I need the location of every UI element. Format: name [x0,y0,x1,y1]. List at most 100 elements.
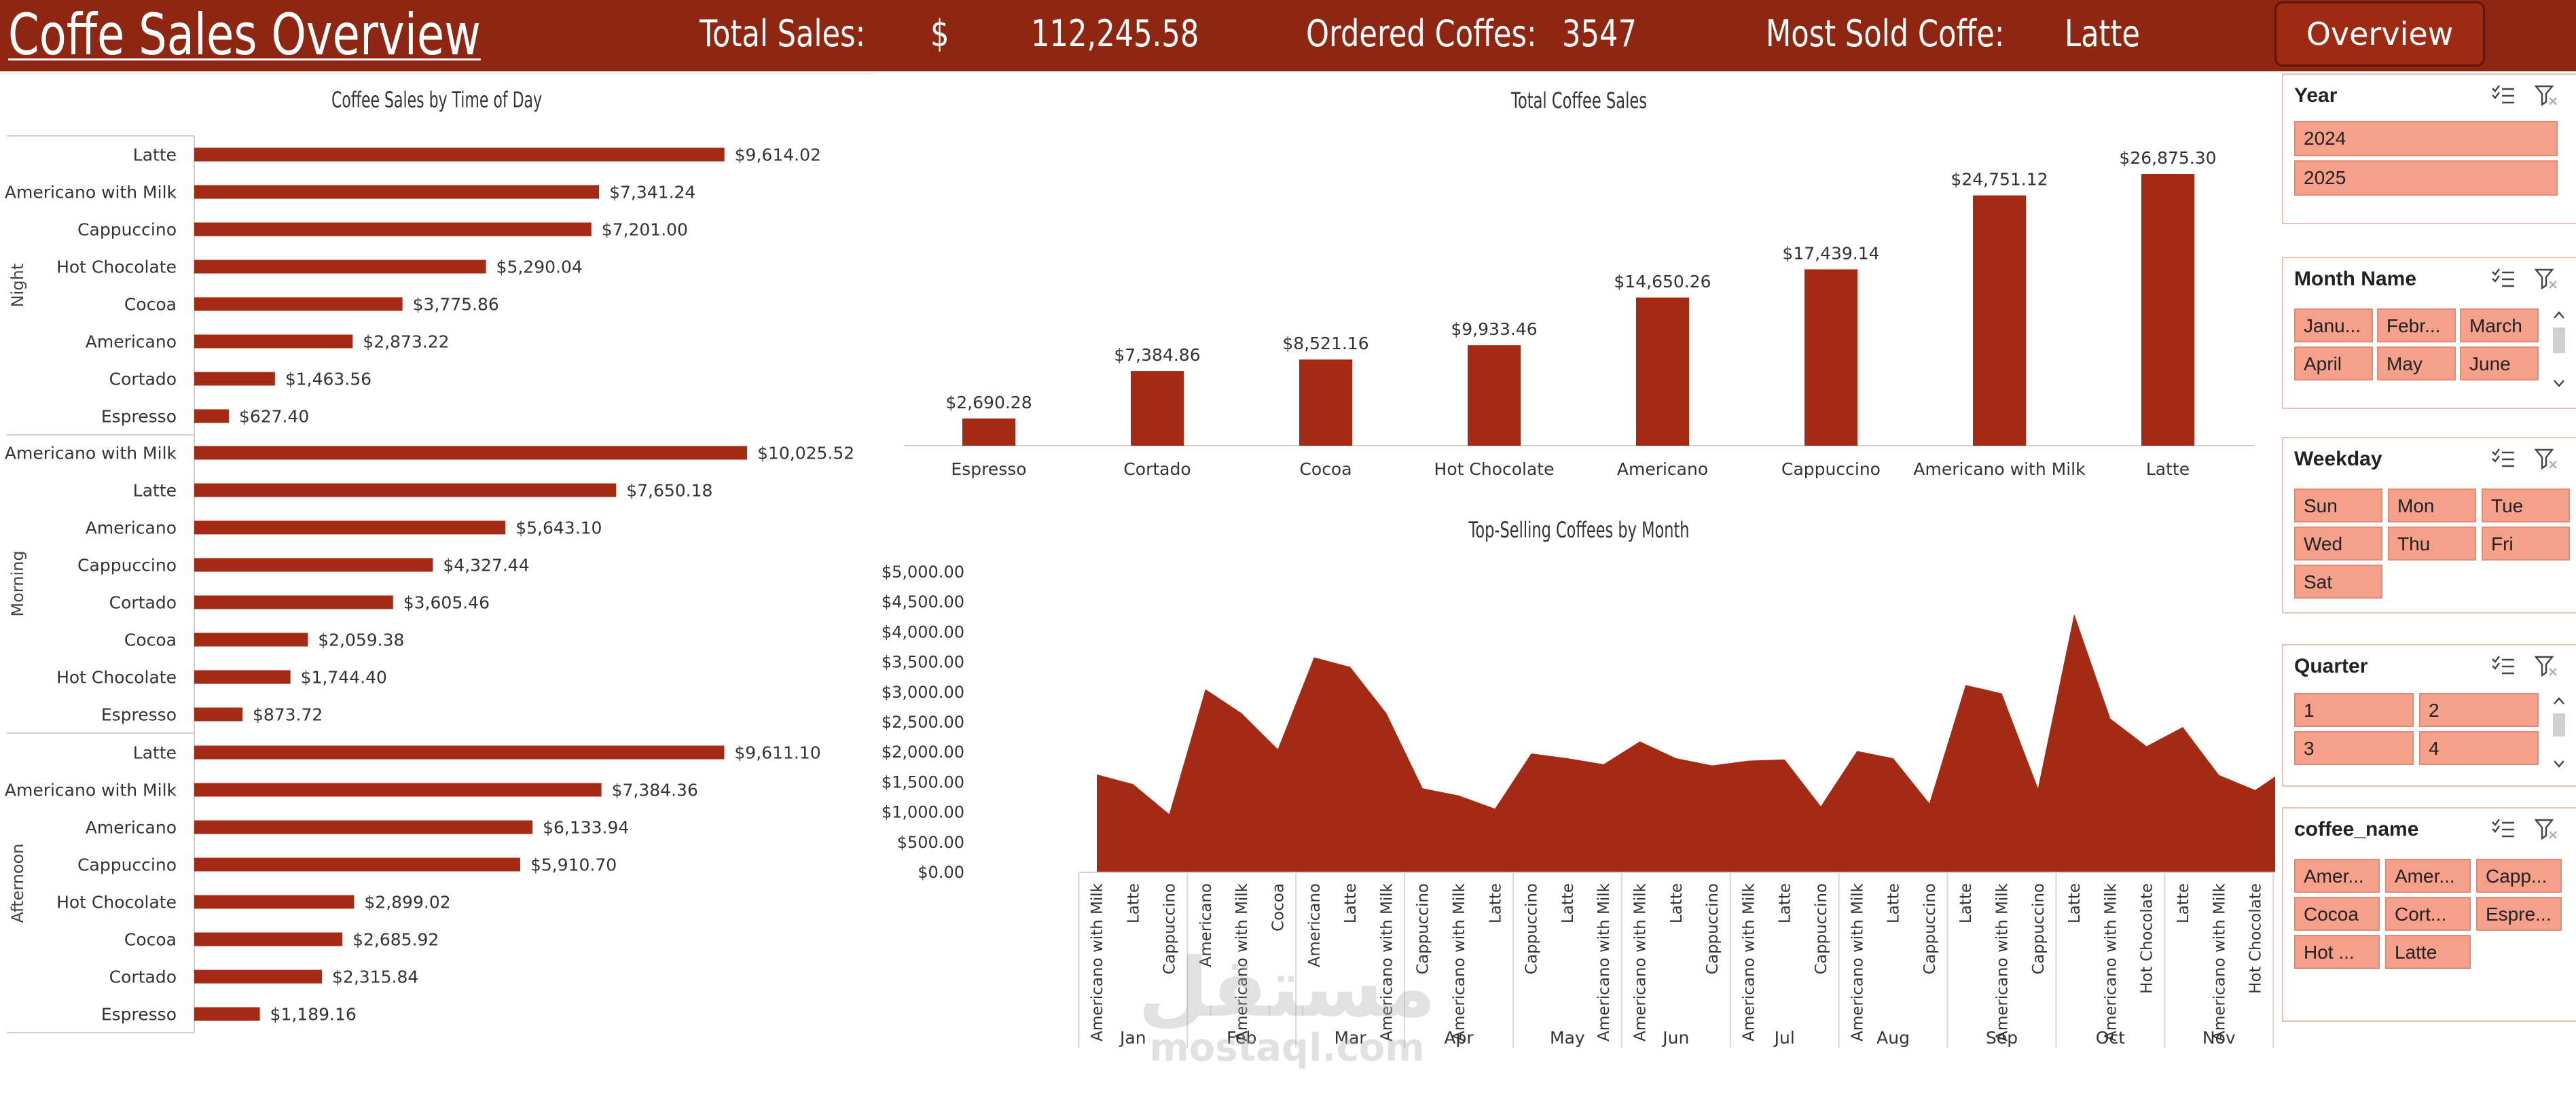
slicer-button[interactable]: Fri [2482,527,2570,561]
bar [194,334,353,349]
category-label: Cappuccino [1781,459,1881,479]
bar [194,409,229,423]
category-label: Latte [133,743,177,763]
category-label: Latte [133,481,177,501]
group-label: Night [8,264,27,307]
bar [194,147,725,162]
category-label: Americano with Milk [5,183,177,202]
category-label: Cappuccino [77,556,177,575]
clear-filter-icon[interactable] [2535,818,2559,840]
slicer-button[interactable]: 3 [2294,731,2414,765]
category-label: Cocoa [124,930,177,950]
category-label: Cappuccino [77,855,177,875]
bar [194,446,748,460]
month-label: Oct [2096,1028,2125,1048]
category-label: Cocoa [124,295,177,315]
category-label: Cocoa [124,630,177,650]
bar [194,185,600,199]
slicer-button[interactable]: Espre... [2476,897,2562,931]
bar [1468,345,1521,446]
slicer-button[interactable]: Cort... [2385,897,2471,931]
coffee-tick-label: Latte [1885,883,1903,923]
month-label: Nov [2202,1028,2236,1048]
quarter-scrollbar[interactable] [2550,693,2568,775]
y-tick-label: $0.00 [918,863,964,882]
category-label: Espresso [101,407,177,427]
most-sold-value: Latte [2065,12,2140,55]
slicer-button[interactable]: Sat [2294,565,2382,599]
slicer-button[interactable]: June [2460,346,2539,380]
multi-select-icon[interactable] [2491,818,2516,840]
slicer-button[interactable]: 1 [2294,693,2414,727]
slicer-button[interactable]: Janu... [2294,308,2373,342]
coffee-tick-label: Latte [1777,883,1794,923]
slicer-button[interactable]: 2025 [2294,160,2558,196]
coffee-tick-label: Cocoa [1270,883,1288,931]
slicer-button[interactable]: Capp... [2476,859,2562,893]
category-label: Cortado [109,967,177,987]
coffee-tick-label: Latte [1957,883,1975,923]
coffee-tick-label: Cappuccino [2030,883,2048,974]
slicer-button[interactable]: 4 [2419,731,2539,765]
bar [2141,174,2194,446]
slicer-button[interactable]: Sun [2294,488,2382,522]
slicer-button[interactable]: March [2460,308,2539,342]
month-scrollbar[interactable] [2550,307,2568,393]
y-tick-label: $500.00 [897,833,964,852]
slicer-button[interactable]: May [2377,346,2456,380]
slicer-button[interactable]: Wed [2294,527,2382,561]
category-label: Latte [2146,459,2190,479]
clear-filter-icon[interactable] [2535,84,2559,106]
y-tick-label: $1,500.00 [882,772,964,792]
multi-select-icon[interactable] [2491,448,2516,469]
month-slicer: Month Name Janu... Febr... March April May Ju… [2282,257,2576,409]
coffee-tick-label: Americano with Milk [1451,883,1468,1042]
overview-button[interactable]: Overview [2274,1,2485,67]
bar [194,1007,260,1021]
multi-select-icon[interactable] [2491,84,2516,106]
data-label: $2,873.22 [363,332,449,352]
y-tick-label: $1,000.00 [882,803,964,822]
data-label: $26,875.30 [2119,148,2216,168]
month-label: Aug [1876,1028,1910,1048]
data-label: $7,384.86 [1114,345,1200,365]
clear-filter-icon[interactable] [2535,268,2559,289]
slicer-button[interactable]: Mon [2388,488,2476,522]
slicer-button[interactable]: April [2294,346,2373,380]
data-label: $873.72 [253,705,323,725]
multi-select-icon[interactable] [2491,268,2516,289]
data-label: $5,910.70 [530,855,617,875]
slicer-button[interactable]: Amer... [2385,859,2471,893]
coffee-tick-label: Latte [1125,883,1142,923]
month-label: Jan [1119,1028,1146,1048]
slicer-button[interactable]: Febr... [2377,308,2456,342]
bar [194,745,725,760]
clear-filter-icon[interactable] [2535,655,2559,677]
slicer-button[interactable]: Cocoa [2294,897,2380,931]
multi-select-icon[interactable] [2491,655,2516,677]
data-label: $9,611.10 [734,743,820,763]
coffee-tick-label: Latte [1487,883,1504,923]
slicer-button[interactable]: Thu [2388,527,2476,561]
bar [194,297,403,311]
slicer-button[interactable]: 2024 [2294,121,2558,156]
month-label: Apr [1444,1028,1474,1048]
slicer-button[interactable]: Tue [2482,488,2570,522]
header-bar: Coffe Sales Overview Total Sales: $ 112,… [0,0,2576,71]
clear-filter-icon[interactable] [2535,448,2559,469]
group-label: Afternoon [8,844,27,923]
slicer-button[interactable]: 2 [2419,693,2539,727]
data-label: $1,744.40 [301,668,387,688]
coffee-tick-label: Americano with Milk [2102,883,2120,1042]
category-label: Cappuccino [77,220,177,240]
slicer-button[interactable]: Amer... [2294,859,2380,893]
slicer-button[interactable]: Hot ... [2294,935,2380,969]
y-tick-label: $3,500.00 [882,653,964,672]
coffee-tick-label: Cappuccino [1415,883,1432,974]
coffee-tick-label: Americano [1197,883,1215,967]
watermark-latin: mostaql.com [1149,1026,1425,1070]
y-tick-label: $3,000.00 [882,683,964,702]
slicer-button[interactable]: Latte [2385,935,2471,969]
watermark: مستقل mostaql.com [1127,948,1447,1067]
watermark-arabic: مستقل [1138,941,1436,1035]
